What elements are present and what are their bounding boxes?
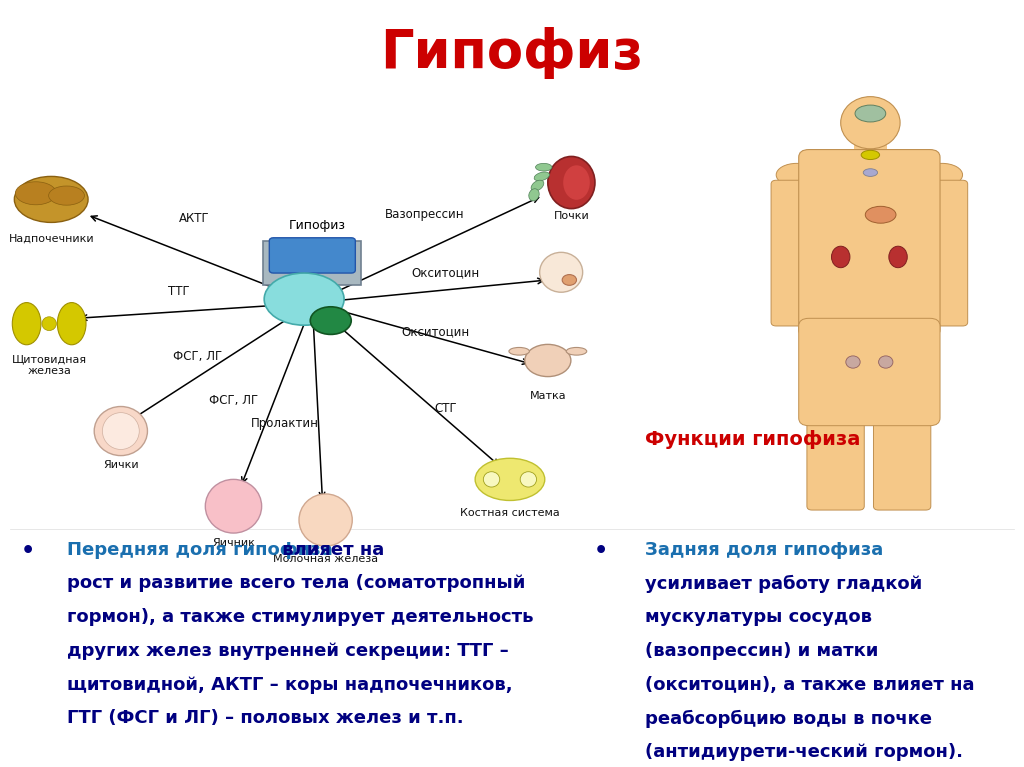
Ellipse shape bbox=[566, 347, 587, 355]
Text: усиливает работу гладкой: усиливает работу гладкой bbox=[645, 574, 923, 593]
FancyBboxPatch shape bbox=[799, 318, 940, 426]
Text: Матка: Матка bbox=[529, 391, 566, 401]
FancyBboxPatch shape bbox=[799, 150, 940, 337]
Ellipse shape bbox=[264, 273, 344, 325]
Text: СТГ: СТГ bbox=[434, 402, 457, 414]
Ellipse shape bbox=[531, 180, 544, 191]
Text: Молочная железа: Молочная железа bbox=[273, 554, 378, 564]
Text: мускулатуры сосудов: мускулатуры сосудов bbox=[645, 608, 872, 626]
Ellipse shape bbox=[846, 356, 860, 368]
Ellipse shape bbox=[528, 189, 540, 201]
Text: гормон), а также стимулирует деятельность: гормон), а также стимулирует деятельност… bbox=[67, 608, 534, 626]
Text: реабсорбцию воды в почке: реабсорбцию воды в почке bbox=[645, 709, 932, 728]
Ellipse shape bbox=[863, 169, 878, 176]
Text: АКТГ: АКТГ bbox=[179, 212, 210, 225]
Ellipse shape bbox=[535, 172, 550, 181]
Text: Гипофиз: Гипофиз bbox=[289, 219, 346, 232]
Ellipse shape bbox=[475, 459, 545, 500]
Text: ГТГ (ФСГ и ЛГ) – половых желез и т.п.: ГТГ (ФСГ и ЛГ) – половых желез и т.п. bbox=[67, 709, 463, 727]
Ellipse shape bbox=[57, 303, 86, 345]
Ellipse shape bbox=[889, 246, 907, 268]
Ellipse shape bbox=[483, 472, 500, 487]
Text: Надпочечники: Надпочечники bbox=[8, 234, 94, 244]
Text: Вазопрессин: Вазопрессин bbox=[385, 209, 465, 221]
Ellipse shape bbox=[49, 186, 84, 206]
Ellipse shape bbox=[540, 252, 583, 292]
Ellipse shape bbox=[520, 472, 537, 487]
Ellipse shape bbox=[865, 206, 896, 223]
Ellipse shape bbox=[299, 494, 352, 546]
Ellipse shape bbox=[841, 97, 900, 149]
Ellipse shape bbox=[14, 176, 88, 222]
Ellipse shape bbox=[102, 413, 139, 449]
FancyBboxPatch shape bbox=[263, 241, 361, 285]
FancyBboxPatch shape bbox=[929, 180, 968, 326]
Ellipse shape bbox=[831, 246, 850, 268]
Text: влияет на: влияет на bbox=[276, 541, 385, 558]
Text: Яичник: Яичник bbox=[212, 538, 255, 548]
Text: Гипофиз: Гипофиз bbox=[381, 27, 643, 79]
Ellipse shape bbox=[42, 317, 56, 331]
FancyBboxPatch shape bbox=[771, 180, 810, 326]
Circle shape bbox=[562, 275, 577, 285]
Ellipse shape bbox=[879, 356, 893, 368]
Ellipse shape bbox=[94, 407, 147, 456]
Text: Пролактин: Пролактин bbox=[251, 417, 318, 430]
Text: Щитовидная
железа: Щитовидная железа bbox=[11, 354, 87, 376]
Text: Почки: Почки bbox=[554, 211, 589, 221]
Ellipse shape bbox=[15, 182, 56, 205]
Text: Костная система: Костная система bbox=[460, 508, 560, 518]
Ellipse shape bbox=[310, 307, 351, 334]
Ellipse shape bbox=[922, 163, 963, 186]
FancyBboxPatch shape bbox=[807, 410, 864, 510]
Text: Окситоцин: Окситоцин bbox=[412, 266, 479, 278]
Text: Функции гипофиза: Функции гипофиза bbox=[645, 430, 860, 449]
FancyBboxPatch shape bbox=[269, 238, 355, 273]
Text: (антидиурети-ческий гормон).: (антидиурети-ческий гормон). bbox=[645, 743, 964, 761]
Text: Передняя доля гипофиза: Передняя доля гипофиза bbox=[67, 541, 333, 558]
Text: •: • bbox=[594, 541, 608, 561]
Ellipse shape bbox=[548, 156, 595, 209]
Text: (окситоцин), а также влияет на: (окситоцин), а также влияет на bbox=[645, 676, 975, 693]
Text: ФСГ, ЛГ: ФСГ, ЛГ bbox=[173, 351, 222, 363]
Text: щитовидной, АКТГ – коры надпочечников,: щитовидной, АКТГ – коры надпочечников, bbox=[67, 676, 512, 693]
Ellipse shape bbox=[205, 479, 262, 533]
Text: ТТГ: ТТГ bbox=[168, 285, 190, 298]
Text: других желез внутренней секреции: ТТГ –: других желез внутренней секреции: ТТГ – bbox=[67, 642, 508, 660]
FancyBboxPatch shape bbox=[854, 138, 887, 163]
Ellipse shape bbox=[563, 165, 590, 199]
Ellipse shape bbox=[776, 163, 817, 186]
Text: (вазопрессин) и матки: (вазопрессин) и матки bbox=[645, 642, 879, 660]
FancyBboxPatch shape bbox=[873, 410, 931, 510]
Ellipse shape bbox=[861, 150, 880, 160]
Ellipse shape bbox=[12, 303, 41, 345]
Text: Окситоцин: Окситоцин bbox=[401, 325, 469, 337]
Ellipse shape bbox=[536, 163, 552, 171]
Text: Задняя доля гипофиза: Задняя доля гипофиза bbox=[645, 541, 884, 558]
Ellipse shape bbox=[855, 105, 886, 122]
Text: рост и развитие всего тела (соматотропный: рост и развитие всего тела (соматотропны… bbox=[67, 574, 525, 592]
Ellipse shape bbox=[509, 347, 529, 355]
Text: •: • bbox=[20, 541, 35, 561]
Text: Яички: Яички bbox=[103, 460, 138, 470]
Ellipse shape bbox=[525, 344, 571, 377]
Text: ФСГ, ЛГ: ФСГ, ЛГ bbox=[209, 394, 258, 407]
